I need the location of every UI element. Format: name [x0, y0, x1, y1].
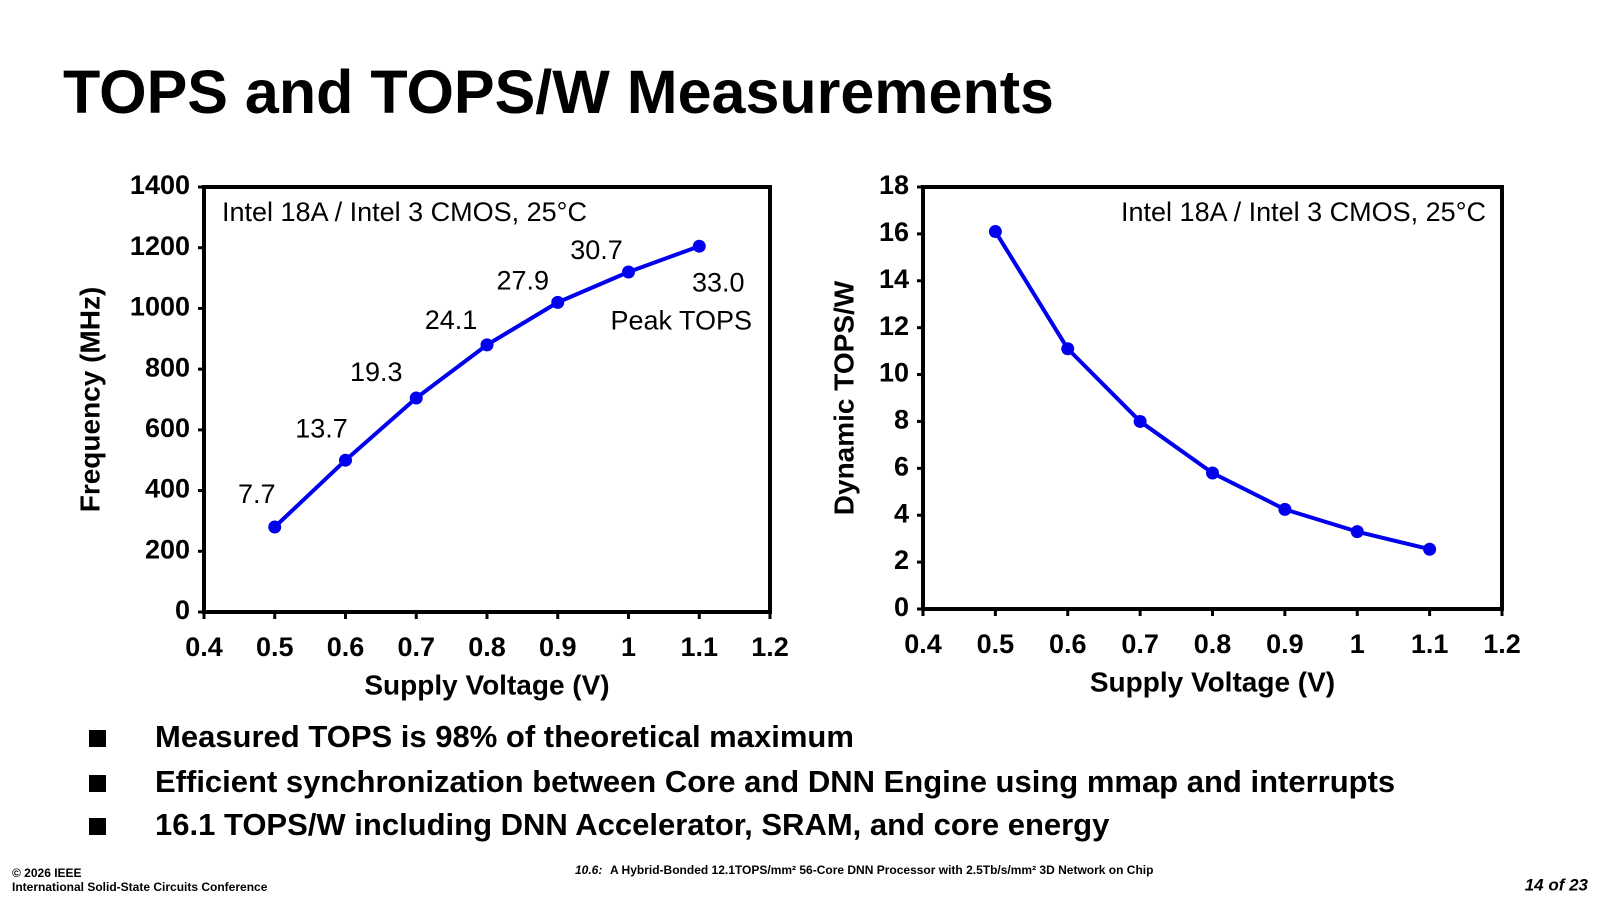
x-tick-label: 0.9 — [1266, 629, 1304, 659]
data-point — [1133, 414, 1147, 428]
point-label: 33.0 — [692, 267, 745, 297]
footer-text: International Solid-State Circuits Confe… — [12, 880, 268, 894]
x-axis-title: Supply Voltage (V) — [364, 669, 609, 700]
data-point — [409, 391, 423, 405]
y-tick-label: 1000 — [130, 292, 190, 322]
x-tick-label: 0.4 — [185, 632, 223, 662]
point-label: 7.7 — [238, 479, 276, 509]
y-tick-label: 14 — [879, 264, 909, 294]
x-tick-label: 0.6 — [327, 632, 365, 662]
x-tick-label: 0.5 — [977, 629, 1015, 659]
bullet-square — [89, 818, 106, 835]
point-label: 27.9 — [496, 265, 549, 295]
data-point — [692, 239, 706, 253]
y-tick-label: 0 — [175, 595, 190, 625]
bullet-text: 16.1 TOPS/W including DNN Accelerator, S… — [155, 807, 1110, 842]
data-line — [993, 230, 1431, 552]
x-tick-label: 0.8 — [1194, 629, 1232, 659]
x-tick-label: 1 — [621, 632, 636, 662]
data-point — [1278, 502, 1292, 516]
data-point — [480, 338, 494, 352]
annotation: Intel 18A / Intel 3 CMOS, 25°C — [1121, 197, 1486, 227]
point-label: 30.7 — [570, 235, 623, 265]
data-point — [268, 520, 282, 534]
y-tick-label: 6 — [894, 451, 909, 481]
point-label: Peak TOPS — [610, 305, 752, 335]
y-tick-label: 800 — [145, 352, 190, 382]
data-point — [1350, 525, 1364, 539]
x-tick-label: 1.2 — [1483, 629, 1521, 659]
x-tick-label: 0.7 — [397, 632, 435, 662]
y-tick-label: 400 — [145, 474, 190, 504]
y-tick-label: 200 — [145, 534, 190, 564]
data-point — [988, 225, 1002, 239]
y-tick-label: 1200 — [130, 231, 190, 261]
y-tick-label: 0 — [894, 592, 909, 622]
x-tick-label: 0.8 — [468, 632, 506, 662]
data-point — [1206, 466, 1219, 480]
point-label: 19.3 — [350, 357, 403, 387]
y-axis-title: Frequency (MHz) — [74, 287, 105, 513]
x-tick-label: 0.4 — [904, 629, 942, 659]
plot-frame — [202, 185, 772, 614]
footer-text: A Hybrid-Bonded 12.1TOPS/mm² 56-Core DNN… — [610, 863, 1153, 877]
x-tick-label: 0.5 — [256, 632, 294, 662]
bullet-text: Measured TOPS is 98% of theoretical maxi… — [155, 719, 854, 754]
x-tick-label: 1.1 — [680, 632, 718, 662]
footer-text: © 2026 IEEE — [12, 866, 82, 880]
data-point — [551, 295, 565, 309]
page-number: 14 of 23 — [1525, 875, 1589, 894]
x-tick-label: 1.1 — [1411, 629, 1449, 659]
data-point — [339, 453, 352, 467]
point-label: 24.1 — [425, 305, 478, 335]
y-tick-label: 8 — [894, 405, 909, 435]
x-tick-label: 0.6 — [1049, 629, 1087, 659]
bullet-text: Efficient synchronization between Core a… — [155, 764, 1395, 799]
y-tick-label: 4 — [894, 498, 909, 528]
plot-frame — [921, 185, 1504, 611]
x-axis-title: Supply Voltage (V) — [1090, 666, 1335, 697]
x-tick-label: 1 — [1350, 629, 1365, 659]
y-tick-label: 600 — [145, 413, 190, 443]
data-point — [1423, 542, 1437, 556]
x-tick-label: 0.9 — [539, 632, 577, 662]
data-point — [622, 265, 635, 279]
y-tick-label: 10 — [879, 358, 909, 388]
x-tick-label: 1.2 — [751, 632, 789, 662]
x-tick-label: 0.7 — [1121, 629, 1159, 659]
y-tick-label: 1400 — [130, 170, 190, 200]
y-tick-label: 16 — [879, 217, 909, 247]
footer-prefix: 10.6: — [575, 863, 602, 877]
data-point — [1061, 342, 1075, 356]
data-line — [273, 244, 700, 529]
annotation: Intel 18A / Intel 3 CMOS, 25°C — [222, 197, 587, 227]
y-tick-label: 18 — [879, 170, 909, 200]
slide-title: TOPS and TOPS/W Measurements — [63, 58, 1054, 126]
bullet-square — [89, 730, 106, 747]
y-axis-title: Dynamic TOPS/W — [828, 280, 859, 515]
bullet-square — [89, 775, 106, 792]
y-tick-label: 2 — [894, 545, 909, 575]
y-tick-label: 12 — [879, 311, 909, 341]
point-label: 13.7 — [295, 413, 348, 443]
